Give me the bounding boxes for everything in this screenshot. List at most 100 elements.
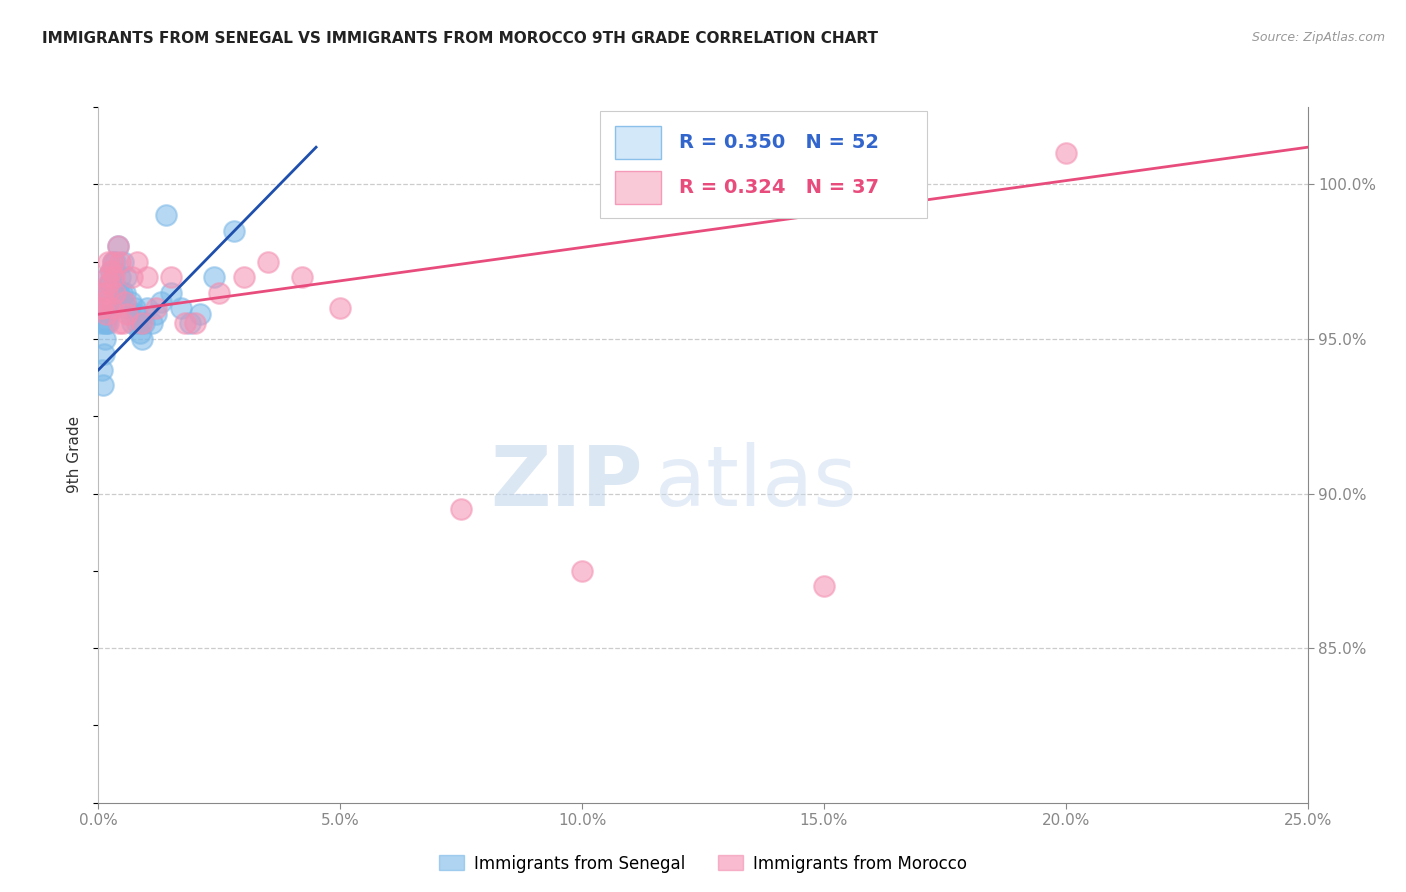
Point [103, 277, 125, 291]
Point [121, 270, 143, 285]
Text: IMMIGRANTS FROM SENEGAL VS IMMIGRANTS FROM MOROCCO 9TH GRADE CORRELATION CHART: IMMIGRANTS FROM SENEGAL VS IMMIGRANTS FR… [42, 31, 879, 46]
Point [813, 579, 835, 593]
Point [101, 254, 124, 268]
Point [103, 264, 125, 278]
Point [98, 277, 121, 291]
Point [135, 270, 157, 285]
Point [91, 301, 114, 315]
Point [125, 307, 148, 321]
Point [96, 301, 118, 315]
Point [107, 285, 129, 300]
Point [101, 301, 124, 315]
Point [145, 301, 167, 315]
Y-axis label: 9th Grade: 9th Grade [67, 417, 83, 493]
Point [117, 301, 139, 315]
Point [256, 254, 278, 268]
Point [571, 564, 593, 578]
Point [100, 264, 122, 278]
Point [117, 307, 139, 321]
Point [107, 239, 129, 253]
Point [101, 301, 124, 315]
Point [98, 277, 121, 291]
Point [93, 332, 115, 346]
Point [90, 317, 112, 331]
Point [111, 317, 134, 331]
Point [127, 254, 149, 268]
Point [100, 264, 122, 278]
Point [134, 317, 156, 331]
Point [108, 270, 131, 285]
Point [174, 317, 197, 331]
Point [94, 307, 117, 321]
Point [121, 317, 143, 331]
Point [104, 285, 127, 300]
Point [232, 270, 254, 285]
Point [96, 285, 118, 300]
Point [145, 307, 167, 321]
Point [98, 277, 121, 291]
Point [111, 254, 134, 268]
Point [188, 307, 211, 321]
Point [169, 301, 191, 315]
Text: R = 0.350   N = 52: R = 0.350 N = 52 [679, 133, 879, 152]
Point [150, 294, 173, 309]
Point [124, 301, 146, 315]
FancyBboxPatch shape [600, 111, 927, 219]
Point [1054, 146, 1077, 161]
Point [208, 285, 231, 300]
Point [107, 239, 129, 253]
Point [184, 317, 207, 331]
Point [329, 301, 352, 315]
Point [90, 301, 112, 315]
Text: atlas: atlas [655, 442, 856, 524]
Point [107, 317, 129, 331]
Point [93, 294, 115, 309]
Point [155, 208, 177, 222]
Text: R = 0.324   N = 37: R = 0.324 N = 37 [679, 178, 879, 197]
Point [131, 332, 153, 346]
Point [128, 326, 150, 340]
FancyBboxPatch shape [614, 171, 661, 204]
Text: ZIP: ZIP [491, 442, 643, 524]
Point [101, 254, 124, 268]
Point [114, 294, 136, 309]
Legend: Immigrants from Senegal, Immigrants from Morocco: Immigrants from Senegal, Immigrants from… [432, 848, 974, 880]
Point [120, 294, 142, 309]
Point [141, 317, 163, 331]
Point [222, 224, 245, 238]
Point [135, 301, 157, 315]
Point [97, 285, 120, 300]
Point [108, 254, 131, 268]
Point [96, 270, 118, 285]
Point [179, 317, 201, 331]
Point [96, 270, 118, 285]
Point [98, 294, 121, 309]
Point [160, 285, 183, 300]
Point [91, 363, 114, 377]
Point [94, 317, 117, 331]
Point [129, 317, 152, 331]
Point [97, 254, 120, 268]
Point [127, 317, 149, 331]
Point [105, 285, 128, 300]
Point [118, 307, 141, 321]
Point [97, 307, 120, 321]
Point [131, 317, 153, 331]
Point [93, 347, 115, 361]
Point [450, 502, 472, 516]
Point [115, 270, 138, 285]
Point [290, 270, 312, 285]
Point [94, 317, 117, 331]
Point [104, 254, 127, 268]
Point [96, 285, 118, 300]
Text: Source: ZipAtlas.com: Source: ZipAtlas.com [1251, 31, 1385, 45]
Point [111, 285, 134, 300]
Point [204, 270, 226, 285]
Point [160, 270, 183, 285]
FancyBboxPatch shape [614, 126, 661, 159]
Point [91, 285, 114, 300]
Point [97, 317, 120, 331]
Point [114, 285, 136, 300]
Point [91, 378, 114, 392]
Point [103, 270, 125, 285]
